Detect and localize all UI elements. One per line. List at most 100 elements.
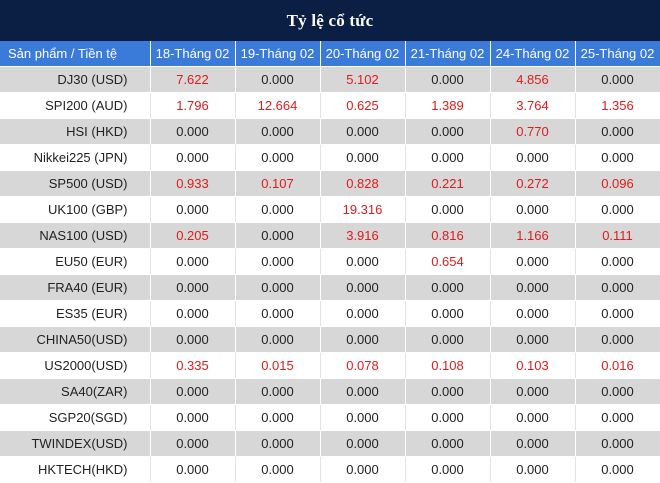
dividend-table: Sản phẩm / Tiền tệ 18-Tháng 02 19-Tháng …	[0, 41, 660, 482]
product-cell: SP500 (USD)	[0, 170, 151, 197]
table-row: FRA40 (EUR) 0.000 0.000 0.000 0.000 0.000 0.00…	[0, 274, 660, 301]
dividend-value-cell: 0.000	[575, 66, 660, 93]
dividend-value-cell: 0.000	[405, 300, 491, 327]
dividend-value-cell: 0.111	[575, 222, 660, 249]
dividend-value-cell: 1.796	[150, 92, 236, 119]
product-cell: EU50 (EUR)	[0, 248, 151, 275]
dividend-value-cell: 0.000	[150, 404, 236, 431]
dividend-value-cell: 0.108	[405, 352, 491, 379]
dividend-value-cell: 0.816	[405, 222, 491, 249]
dividend-value-cell: 0.000	[490, 144, 576, 171]
dividend-value-cell: 0.000	[150, 118, 236, 145]
dividend-value-cell: 0.000	[235, 326, 321, 353]
table-title: Tỷ lệ cổ tức	[0, 0, 660, 41]
dividend-value-cell: 0.000	[150, 378, 236, 405]
table-row: NAS100 (USD) 0.205 0.000 3.916 0.816 1.166 0.1…	[0, 222, 660, 249]
product-cell: CHINA50(USD)	[0, 326, 151, 353]
column-header-date: 21-Tháng 02	[405, 41, 491, 67]
dividend-value-cell: 0.000	[235, 456, 321, 482]
table-row: TWINDEX(USD) 0.000 0.000 0.000 0.000 0.000 0.0…	[0, 430, 660, 457]
dividend-value-cell: 0.000	[150, 248, 236, 275]
product-cell: SGP20(SGD)	[0, 404, 151, 431]
dividend-value-cell: 0.107	[235, 170, 321, 197]
dividend-value-cell: 0.272	[490, 170, 576, 197]
dividend-value-cell: 0.103	[490, 352, 576, 379]
dividend-value-cell: 5.102	[320, 66, 406, 93]
dividend-value-cell: 0.000	[150, 274, 236, 301]
dividend-value-cell: 0.000	[235, 222, 321, 249]
dividend-value-cell: 0.000	[405, 456, 491, 482]
dividend-value-cell: 0.000	[235, 196, 321, 223]
dividend-value-cell: 0.000	[320, 430, 406, 457]
product-cell: Nikkei225 (JPN)	[0, 144, 151, 171]
dividend-value-cell: 0.096	[575, 170, 660, 197]
dividend-value-cell: 0.933	[150, 170, 236, 197]
product-cell: SPI200 (AUD)	[0, 92, 151, 119]
dividend-value-cell: 0.000	[490, 248, 576, 275]
dividend-value-cell: 0.000	[235, 274, 321, 301]
dividend-value-cell: 0.000	[320, 274, 406, 301]
dividend-value-cell: 0.000	[575, 404, 660, 431]
dividend-value-cell: 0.000	[150, 144, 236, 171]
dividend-value-cell: 0.205	[150, 222, 236, 249]
dividend-value-cell: 0.000	[405, 66, 491, 93]
dividend-value-cell: 0.654	[405, 248, 491, 275]
table-row: EU50 (EUR) 0.000 0.000 0.000 0.654 0.000 0.000	[0, 248, 660, 275]
dividend-value-cell: 0.000	[405, 404, 491, 431]
dividend-value-cell: 0.000	[320, 248, 406, 275]
dividend-value-cell: 0.000	[405, 326, 491, 353]
dividend-value-cell: 0.000	[490, 274, 576, 301]
table-row: Nikkei225 (JPN) 0.000 0.000 0.000 0.000 0.000…	[0, 144, 660, 171]
dividend-value-cell: 0.000	[575, 248, 660, 275]
dividend-value-cell: 1.356	[575, 92, 660, 119]
dividend-value-cell: 0.000	[575, 196, 660, 223]
dividend-value-cell: 0.000	[575, 326, 660, 353]
dividend-value-cell: 0.000	[235, 404, 321, 431]
dividend-value-cell: 19.316	[320, 196, 406, 223]
dividend-value-cell: 0.000	[490, 404, 576, 431]
table-row: SP500 (USD) 0.933 0.107 0.828 0.221 0.272 0.09…	[0, 170, 660, 197]
dividend-value-cell: 0.000	[575, 118, 660, 145]
dividend-value-cell: 1.166	[490, 222, 576, 249]
dividend-value-cell: 0.000	[150, 196, 236, 223]
table-row: SA40(ZAR) 0.000 0.000 0.000 0.000 0.000 0.000	[0, 378, 660, 405]
dividend-value-cell: 0.625	[320, 92, 406, 119]
dividend-value-cell: 0.000	[575, 430, 660, 457]
dividend-value-cell: 0.000	[235, 300, 321, 327]
table-row: US2000(USD) 0.335 0.015 0.078 0.108 0.103 0.01…	[0, 352, 660, 379]
dividend-value-cell: 0.000	[235, 378, 321, 405]
dividend-value-cell: 0.000	[405, 144, 491, 171]
dividend-value-cell: 0.335	[150, 352, 236, 379]
product-cell: FRA40 (EUR)	[0, 274, 151, 301]
dividend-value-cell: 0.000	[490, 430, 576, 457]
dividend-value-cell: 0.000	[575, 300, 660, 327]
column-header-date: 24-Tháng 02	[490, 41, 576, 67]
dividend-value-cell: 0.078	[320, 352, 406, 379]
dividend-value-cell: 3.916	[320, 222, 406, 249]
header-row: Sản phẩm / Tiền tệ 18-Tháng 02 19-Tháng …	[0, 41, 660, 67]
product-cell: DJ30 (USD)	[0, 66, 151, 93]
table-row: CHINA50(USD) 0.000 0.000 0.000 0.000 0.000 0.0…	[0, 326, 660, 353]
dividend-value-cell: 0.000	[320, 326, 406, 353]
dividend-value-cell: 0.000	[405, 118, 491, 145]
dividend-value-cell: 0.000	[405, 196, 491, 223]
dividend-value-cell: 0.000	[490, 300, 576, 327]
table-body: DJ30 (USD) 7.622 0.000 5.102 0.000 4.856 0.000…	[0, 66, 660, 482]
dividend-value-cell: 0.000	[150, 430, 236, 457]
product-cell: UK100 (GBP)	[0, 196, 151, 223]
dividend-value-cell: 0.000	[490, 378, 576, 405]
dividend-value-cell: 0.770	[490, 118, 576, 145]
dividend-value-cell: 0.000	[235, 144, 321, 171]
dividend-value-cell: 0.016	[575, 352, 660, 379]
dividend-value-cell: 4.856	[490, 66, 576, 93]
table-row: HKTECH(HKD) 0.000 0.000 0.000 0.000 0.000 0.00…	[0, 456, 660, 482]
dividend-value-cell: 0.000	[150, 300, 236, 327]
dividend-value-cell: 0.000	[320, 404, 406, 431]
dividend-value-cell: 0.000	[320, 118, 406, 145]
dividend-value-cell: 0.000	[235, 118, 321, 145]
dividend-value-cell: 0.000	[490, 326, 576, 353]
dividend-value-cell: 0.000	[575, 378, 660, 405]
dividend-value-cell: 0.000	[575, 144, 660, 171]
dividend-value-cell: 0.000	[150, 326, 236, 353]
